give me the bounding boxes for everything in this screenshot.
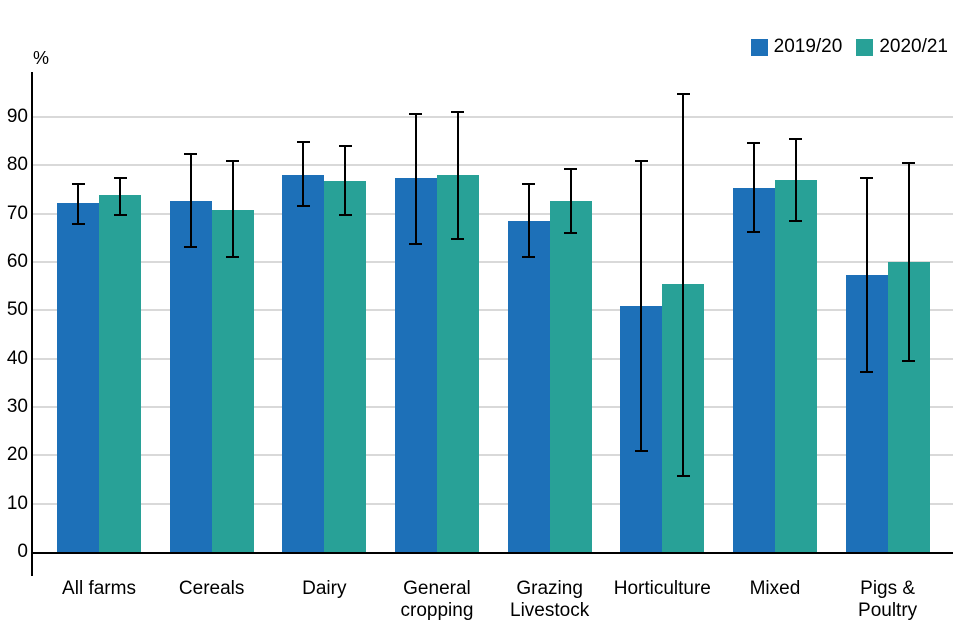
error-bar-2020-21-grazing-livestock: [569, 169, 572, 233]
bar-2020-21-cereals: [211, 209, 254, 552]
x-axis-label-horticulture: Horticulture: [613, 578, 711, 599]
error-cap-low-2019-20-all-farms: [71, 222, 85, 225]
error-bar-2020-21-horticulture: [682, 93, 685, 477]
error-cap-high-2020-21-mixed: [789, 138, 803, 141]
error-cap-high-2020-21-cereals: [226, 159, 240, 162]
gridline-50: [33, 309, 953, 312]
error-cap-low-2020-21-horticulture: [676, 475, 690, 478]
y-tick-label-70: 70: [6, 202, 28, 224]
error-bar-2020-21-pigs-poultry: [907, 162, 910, 362]
x-axis-label-cereals: Cereals: [178, 578, 245, 599]
y-axis-line: [31, 72, 33, 576]
y-tick-label-40: 40: [6, 347, 28, 369]
x-axis-label-all-farms: All farms: [62, 578, 136, 599]
x-axis-label-general-cropping: General cropping: [400, 578, 474, 621]
y-tick-label-10: 10: [6, 492, 28, 514]
error-cap-high-2019-20-horticulture: [634, 159, 648, 162]
error-bar-2019-20-mixed: [752, 143, 755, 233]
error-cap-low-2020-21-cereals: [226, 256, 240, 259]
error-bar-2020-21-cereals: [231, 160, 234, 258]
legend-swatch-2019-20-icon: [750, 38, 768, 56]
error-cap-high-2019-20-pigs-poultry: [860, 176, 874, 179]
x-axis-label-pigs-poultry: Pigs & Poultry: [858, 578, 918, 621]
error-cap-low-2020-21-pigs-poultry: [902, 360, 916, 363]
y-tick-label-80: 80: [6, 154, 28, 176]
bar-2019-20-all-farms: [57, 203, 99, 552]
error-cap-high-2019-20-cereals: [184, 153, 198, 156]
error-cap-low-2020-21-general-cropping: [451, 237, 465, 240]
error-cap-high-2019-20-dairy: [296, 140, 310, 143]
bar-2019-20-dairy: [282, 174, 325, 552]
error-cap-low-2020-21-all-farms: [113, 214, 127, 217]
bar-2019-20-cereals: [169, 200, 212, 552]
error-cap-low-2019-20-dairy: [296, 205, 310, 208]
x-axis-label-mixed: Mixed: [749, 578, 801, 599]
y-tick-label-50: 50: [6, 299, 28, 321]
gridline-90: [33, 116, 953, 118]
error-bar-2020-21-mixed: [794, 139, 797, 221]
legend-swatch-2020-21-icon: [856, 38, 874, 56]
y-tick-label-90: 90: [6, 106, 28, 127]
error-cap-low-2019-20-cereals: [184, 246, 198, 249]
gridline-40: [33, 357, 953, 360]
error-cap-low-2019-20-mixed: [747, 231, 761, 234]
error-cap-high-2020-21-dairy: [338, 145, 352, 148]
gridline-70: [33, 212, 953, 215]
bar-2019-20-grazing-livestock: [507, 220, 550, 552]
error-cap-high-2019-20-general-cropping: [409, 113, 423, 116]
error-cap-high-2019-20-mixed: [747, 142, 761, 145]
error-bar-2019-20-general-cropping: [414, 114, 417, 245]
gridline-60: [33, 261, 953, 263]
bar-2020-21-all-farms: [99, 195, 141, 552]
error-cap-low-2020-21-dairy: [338, 214, 352, 217]
y-tick-label-20: 20: [6, 444, 28, 466]
error-cap-low-2019-20-general-cropping: [409, 243, 423, 246]
gridline-10: [33, 502, 953, 505]
bar-2019-20-mixed: [732, 187, 775, 552]
bar-2020-21-dairy: [324, 180, 367, 552]
error-cap-high-2020-21-grazing-livestock: [564, 168, 578, 171]
bar-2020-21-grazing-livestock: [549, 201, 592, 552]
error-bar-2019-20-grazing-livestock: [527, 184, 530, 258]
error-bar-2020-21-dairy: [344, 146, 347, 216]
legend-item-2019-20: 2019/20: [750, 36, 843, 58]
legend-item-2020-21: 2020/21: [856, 36, 948, 58]
error-bar-2019-20-cereals: [189, 154, 192, 248]
x-axis-label-grazing-livestock: Grazing Livestock: [510, 578, 590, 621]
error-bar-2019-20-pigs-poultry: [865, 177, 868, 373]
error-bar-2019-20-horticulture: [640, 160, 643, 451]
y-tick-label-0: 0: [17, 541, 28, 562]
error-cap-low-2020-21-grazing-livestock: [564, 232, 578, 234]
error-cap-high-2020-21-general-cropping: [451, 111, 465, 114]
error-cap-low-2019-20-pigs-poultry: [860, 371, 874, 374]
error-bar-2019-20-all-farms: [77, 184, 79, 224]
error-cap-low-2019-20-grazing-livestock: [522, 256, 536, 259]
legend: 2019/20 2020/21: [750, 36, 948, 58]
error-cap-low-2020-21-mixed: [789, 219, 803, 222]
error-cap-low-2019-20-horticulture: [634, 449, 648, 452]
error-bar-2020-21-all-farms: [119, 178, 121, 216]
x-axis-line: [31, 552, 953, 554]
error-cap-high-2019-20-all-farms: [71, 183, 85, 186]
error-cap-high-2020-21-pigs-poultry: [902, 161, 916, 164]
bar-2020-21-mixed: [774, 179, 817, 552]
error-cap-high-2019-20-grazing-livestock: [522, 183, 536, 186]
error-bar-2020-21-general-cropping: [456, 112, 459, 239]
gridline-80: [33, 164, 953, 167]
x-axis-label-dairy: Dairy: [302, 578, 347, 599]
legend-label-2020-21: 2020/21: [879, 36, 948, 57]
gridline-20: [33, 454, 953, 457]
error-cap-high-2020-21-horticulture: [676, 92, 690, 95]
y-tick-label-60: 60: [6, 251, 28, 272]
error-bar-2019-20-dairy: [302, 141, 305, 207]
error-cap-high-2020-21-all-farms: [113, 177, 127, 180]
y-tick-label-30: 30: [6, 396, 28, 417]
y-axis-unit-label: %: [33, 48, 50, 68]
legend-label-2019-20: 2019/20: [773, 36, 843, 57]
gridline-30: [33, 406, 953, 408]
